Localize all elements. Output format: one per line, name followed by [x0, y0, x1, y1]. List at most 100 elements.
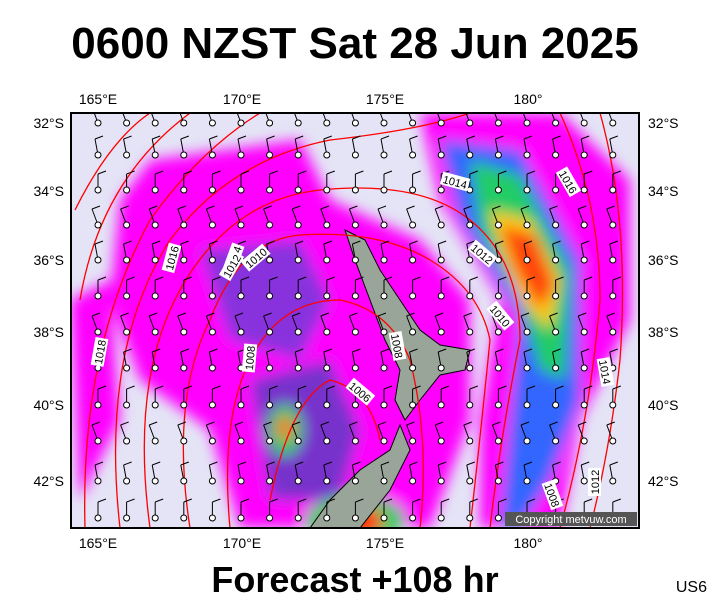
station-circle	[580, 437, 588, 445]
station	[120, 421, 131, 445]
station	[294, 498, 307, 522]
station	[606, 312, 617, 336]
station-circle	[409, 364, 417, 372]
station	[208, 240, 218, 264]
isobar-label-box	[90, 336, 109, 367]
wind-barb-feather	[298, 170, 307, 175]
station	[351, 135, 361, 159]
station	[523, 461, 533, 485]
station	[94, 170, 107, 194]
station-circle	[94, 401, 102, 409]
station-circle	[523, 119, 531, 127]
wind-barb-feather	[409, 240, 418, 245]
station-circle	[409, 292, 417, 300]
station-circle	[380, 364, 388, 372]
station-circle	[494, 514, 502, 522]
station	[579, 113, 588, 127]
copyright: Copyright metvuw.com	[515, 514, 626, 526]
station	[294, 240, 304, 264]
station	[208, 385, 221, 409]
wind-barb-feather	[180, 348, 189, 353]
wind-barb-feather	[466, 135, 475, 140]
wind-barb-feather	[498, 170, 507, 175]
station-circle	[151, 292, 159, 300]
wind-barb-feather	[441, 498, 450, 503]
wind-barb-feather	[520, 205, 530, 210]
wind-barb-feather	[155, 276, 164, 281]
wind-barb-feather	[295, 461, 304, 466]
station	[93, 113, 102, 127]
isobar-label-box	[388, 330, 407, 361]
station-circle	[294, 401, 302, 409]
forecast-label: Forecast +108 hr	[211, 559, 498, 600]
station-circle	[437, 292, 445, 300]
wind-barb-feather	[266, 461, 275, 466]
station-circle	[437, 437, 445, 445]
wind-barb-feather	[383, 170, 393, 175]
station-circle	[437, 151, 445, 159]
station-circle	[380, 437, 388, 445]
wind-barb-feather	[469, 276, 478, 281]
wind-barb-feather	[520, 421, 530, 426]
station-circle	[580, 477, 588, 485]
station-circle	[466, 328, 474, 336]
wind-barb-feather	[94, 135, 104, 140]
station-circle	[409, 221, 417, 229]
station	[351, 498, 364, 522]
wind-barb-feather	[495, 135, 504, 140]
wind-barb-feather	[355, 498, 364, 503]
station-circle	[237, 119, 245, 127]
station-circle	[609, 477, 617, 485]
station-circle	[409, 401, 417, 409]
station	[466, 135, 475, 159]
wind-barb-feather	[209, 135, 218, 140]
station-circle	[323, 437, 331, 445]
station-circle	[609, 328, 617, 336]
wind-barb-feather	[183, 276, 192, 281]
station	[609, 461, 618, 485]
station	[577, 312, 588, 336]
station	[463, 312, 474, 336]
wind-barb-feather	[412, 276, 421, 281]
wind-barb-feather	[209, 240, 218, 245]
station	[380, 461, 390, 485]
station-circle	[94, 256, 102, 264]
station-circle	[552, 292, 560, 300]
station-circle	[466, 477, 474, 485]
wind-barb-feather	[212, 385, 221, 390]
wind-barb-feather	[584, 498, 593, 503]
wind-barb-feather	[355, 170, 364, 175]
station-circle	[437, 119, 445, 127]
station	[552, 276, 564, 300]
wind-barb-feather	[152, 240, 161, 245]
station	[523, 170, 536, 194]
station-circle	[351, 364, 359, 372]
wind-barb-feather	[295, 348, 304, 353]
wind-barb-feather	[149, 205, 158, 210]
station	[522, 113, 531, 127]
station-circle	[180, 437, 188, 445]
model-code: US6	[676, 579, 707, 596]
station	[91, 421, 102, 445]
wind-barb-feather	[609, 348, 618, 353]
station	[437, 240, 447, 264]
station	[237, 135, 247, 159]
station	[434, 205, 445, 229]
station	[523, 135, 533, 159]
station-circle	[208, 186, 216, 194]
station-circle	[123, 364, 131, 372]
lat-label: 32°S	[648, 115, 679, 131]
station	[291, 421, 302, 445]
station	[409, 276, 421, 300]
station	[123, 498, 135, 522]
station-circle	[494, 151, 502, 159]
station-circle	[580, 401, 588, 409]
station-circle	[151, 119, 159, 127]
station	[494, 385, 507, 409]
station	[237, 385, 250, 409]
station	[291, 312, 302, 336]
wind-barb-feather	[407, 104, 415, 107]
isobar-label-text: 1008	[244, 345, 258, 370]
station-circle	[208, 256, 216, 264]
wind-barb-feather	[612, 498, 621, 503]
